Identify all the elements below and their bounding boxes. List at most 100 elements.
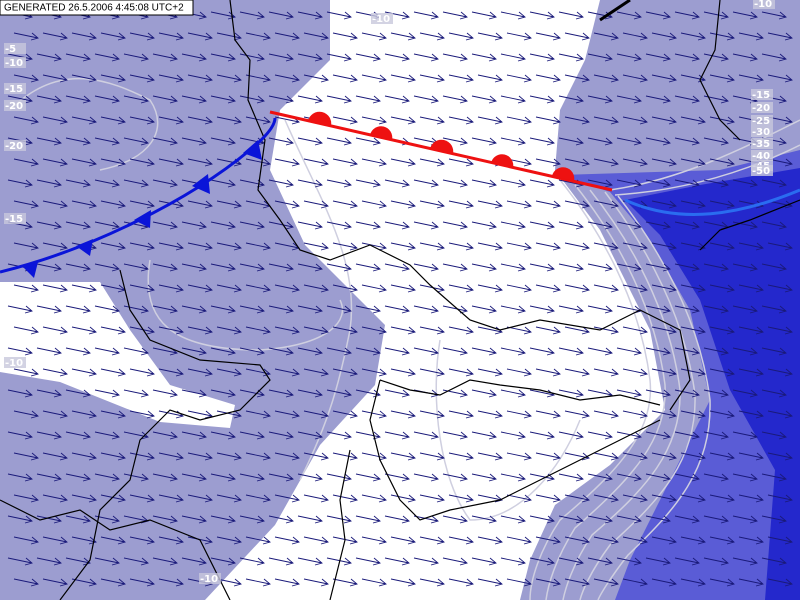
wind-arrow bbox=[152, 53, 178, 62]
wind-arrow bbox=[123, 53, 149, 62]
wind-arrow bbox=[738, 452, 764, 461]
wind-arrow bbox=[361, 116, 387, 125]
wind-arrow bbox=[471, 347, 497, 356]
wind-arrow bbox=[268, 347, 294, 356]
wind-arrow bbox=[535, 116, 561, 125]
wind-arrow bbox=[616, 473, 642, 482]
wind-arrow bbox=[471, 389, 497, 398]
wind-arrow bbox=[158, 284, 184, 293]
wind-arrow bbox=[645, 263, 671, 272]
wind-arrow bbox=[123, 95, 149, 104]
wind-arrow bbox=[448, 494, 474, 503]
wind-arrow bbox=[477, 284, 503, 293]
wind-arrow bbox=[94, 431, 120, 440]
wind-arrow bbox=[593, 284, 619, 293]
contour-line bbox=[529, 179, 652, 600]
wind-arrow bbox=[448, 32, 474, 41]
wind-arrow bbox=[7, 305, 33, 314]
wind-arrow bbox=[7, 95, 33, 104]
wind-arrow bbox=[210, 557, 236, 566]
border bbox=[329, 449, 351, 600]
wind-arrow bbox=[529, 137, 555, 146]
wind-arrow bbox=[100, 200, 126, 209]
wind-arrow bbox=[332, 494, 358, 503]
wind-arrow bbox=[390, 242, 416, 251]
wind-arrow bbox=[477, 74, 503, 83]
wind-arrow bbox=[761, 305, 787, 314]
wind-arrow bbox=[100, 578, 126, 587]
wind-arrow bbox=[761, 53, 787, 62]
wind-arrow bbox=[210, 53, 236, 62]
wind-arrow bbox=[703, 389, 729, 398]
wind-arrow bbox=[94, 305, 120, 314]
wind-arrow bbox=[332, 74, 358, 83]
wind-arrow bbox=[500, 263, 526, 272]
wind-arrow bbox=[332, 242, 358, 251]
wind-arrow bbox=[297, 263, 323, 272]
wind-arrow bbox=[645, 95, 671, 104]
wind-arrow bbox=[303, 326, 329, 335]
wind-arrow bbox=[767, 242, 793, 251]
wind-arrow bbox=[71, 368, 97, 377]
wind-arrow bbox=[558, 95, 584, 104]
wind-arrow bbox=[587, 221, 613, 230]
wind-arrow bbox=[158, 116, 184, 125]
wind-arrow bbox=[71, 326, 97, 335]
wind-arrow bbox=[500, 95, 526, 104]
front-semicircles bbox=[308, 111, 575, 181]
wind-arrow bbox=[361, 242, 387, 251]
wind-arrow bbox=[239, 515, 265, 524]
wind-arrow bbox=[564, 368, 590, 377]
wind-arrow bbox=[506, 284, 532, 293]
front-semicircle bbox=[552, 167, 575, 181]
wind-arrow bbox=[158, 536, 184, 545]
wind-arrow bbox=[709, 32, 735, 41]
wind-arrow bbox=[564, 242, 590, 251]
wind-arrow bbox=[593, 74, 619, 83]
wind-arrow bbox=[732, 389, 758, 398]
wind-arrow bbox=[767, 326, 793, 335]
label-bg bbox=[751, 165, 773, 176]
wind-arrow bbox=[36, 473, 62, 482]
wind-arrow bbox=[361, 158, 387, 167]
wind-arrow bbox=[355, 515, 381, 524]
wind-arrow bbox=[535, 410, 561, 419]
wind-arrow bbox=[593, 158, 619, 167]
wind-arrow bbox=[71, 32, 97, 41]
wind-arrow bbox=[326, 179, 352, 188]
wind-arrow bbox=[129, 368, 155, 377]
wind-arrow bbox=[616, 53, 642, 62]
wind-arrow bbox=[326, 95, 352, 104]
wind-arrow bbox=[71, 452, 97, 461]
wind-arrow bbox=[297, 221, 323, 230]
label-bg bbox=[4, 357, 26, 368]
contour-line bbox=[435, 339, 581, 521]
wind-arrow bbox=[651, 452, 677, 461]
wind-arrow bbox=[326, 263, 352, 272]
wind-arrow bbox=[419, 158, 445, 167]
wind-arrow bbox=[500, 137, 526, 146]
wind-arrow bbox=[210, 221, 236, 230]
wind-arrow bbox=[500, 11, 526, 20]
wind-arrow bbox=[419, 200, 445, 209]
wind-arrow bbox=[558, 305, 584, 314]
wind-arrow bbox=[332, 32, 358, 41]
wind-arrow bbox=[535, 368, 561, 377]
wind-arrow bbox=[651, 200, 677, 209]
wind-arrow bbox=[471, 305, 497, 314]
wind-arrow bbox=[274, 284, 300, 293]
label-bg bbox=[371, 13, 393, 24]
wind-arrow bbox=[419, 410, 445, 419]
wind-arrow bbox=[500, 557, 526, 566]
wind-arrow bbox=[268, 557, 294, 566]
wind-arrow bbox=[651, 578, 677, 587]
wind-arrow bbox=[303, 284, 329, 293]
wind-arrow bbox=[535, 74, 561, 83]
wind-arrow bbox=[100, 158, 126, 167]
cold-core bbox=[625, 168, 800, 600]
wind-arrow bbox=[622, 536, 648, 545]
wind-arrow bbox=[471, 263, 497, 272]
label-bg bbox=[751, 150, 773, 161]
wind-arrow bbox=[268, 389, 294, 398]
wind-arrow bbox=[71, 158, 97, 167]
